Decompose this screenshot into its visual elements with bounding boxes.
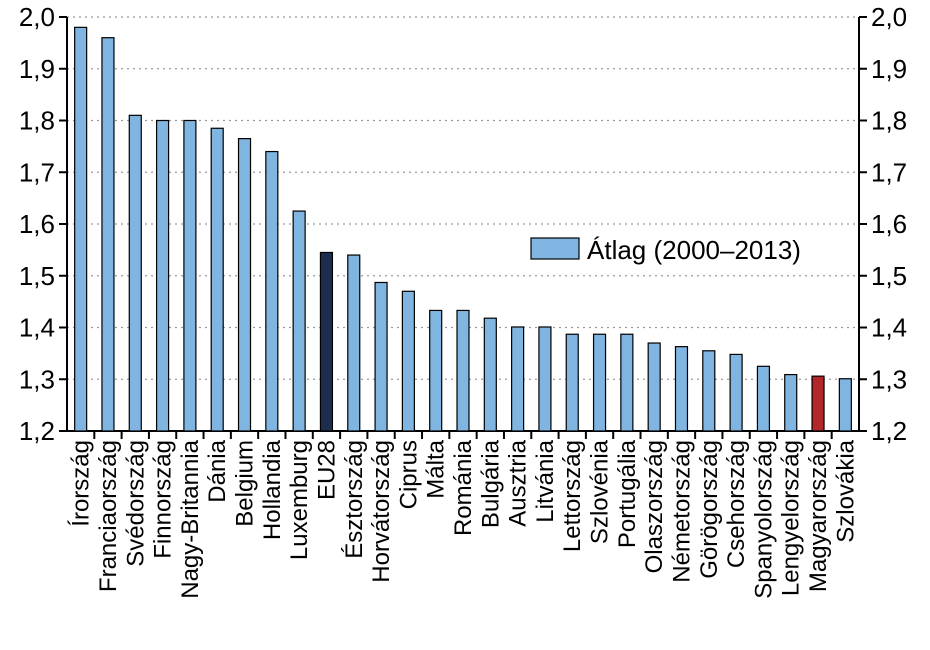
bar-Belgium (237, 138, 252, 432)
bars (74, 26, 852, 432)
bar-Finnország (155, 119, 170, 432)
bar-Spanyolország (756, 365, 771, 432)
bar-Magyarország (811, 375, 825, 432)
category-label: Dánia (204, 439, 231, 502)
bar-EU28 (319, 251, 334, 432)
y-tick-label-left: 1,6 (19, 209, 55, 239)
y-tick-label-right: 1,2 (871, 416, 907, 446)
category-label: Svédország (122, 440, 149, 567)
category-label: Franciaország (95, 440, 122, 592)
category-label: Luxemburg (286, 440, 313, 560)
y-tick-label-left: 1,5 (19, 261, 55, 291)
y-tick-label-left: 1,3 (19, 364, 55, 394)
category-label: EU28 (313, 440, 340, 500)
category-label: Finnország (150, 440, 177, 559)
y-tick-label-right: 2,0 (871, 2, 907, 32)
category-label: Bulgária (477, 439, 504, 528)
category-label: Románia (450, 439, 477, 536)
bar-Nagy-Britannia (183, 119, 197, 432)
category-label: Málta (423, 439, 450, 498)
category-label: Szlovénia (587, 439, 614, 544)
category-label: Csehország (723, 440, 750, 568)
bar-Luxemburg (292, 210, 306, 432)
axes: 1,2 1,2 1,3 1,3 1,4 1,4 1,5 1,5 1,6 1,6 1,7 1,7 1,8 1… (19, 2, 907, 446)
category-label: Horvátország (368, 440, 395, 583)
category-label: Lengyelország (778, 440, 805, 596)
legend-label: Átlag (2000–2013) (587, 235, 801, 265)
bar-Dánia (210, 127, 224, 432)
bar-Bulgária (483, 317, 497, 432)
bar-Hollandia (265, 150, 279, 432)
bar-Olaszország (647, 342, 661, 432)
y-tick-label-left: 1,2 (19, 416, 55, 446)
category-label: Lettország (559, 440, 586, 552)
category-labels: Írország Franciaország Svédország Finnorszá… (68, 439, 860, 598)
category-label: Nagy-Britannia (177, 439, 204, 598)
y-tick-label-left: 1,4 (19, 313, 55, 343)
bar-Csehország (729, 353, 743, 432)
category-label: Ciprus (395, 440, 422, 509)
category-label: Hollandia (259, 439, 286, 540)
bar-Szlovákia (838, 378, 852, 432)
bar-Horvátország (374, 281, 388, 432)
category-label: Írország (68, 440, 95, 527)
y-tick-label-right: 1,3 (871, 364, 907, 394)
y-tick-label-left: 1,8 (19, 106, 55, 136)
bar-Lettország (565, 333, 579, 432)
category-label: Magyarország (805, 440, 832, 592)
bar-Franciaország (101, 37, 115, 432)
category-label: Németország (668, 440, 695, 583)
bar-Portugália (620, 333, 634, 432)
y-tick-label-right: 1,9 (871, 54, 907, 84)
y-tick-label-left: 1,7 (19, 157, 55, 187)
category-label: Észtország (341, 440, 368, 559)
bar-Németország (674, 346, 689, 432)
category-label: Szlovákia (832, 439, 859, 542)
category-label: Görögország (696, 440, 723, 579)
bar-Ausztria (511, 326, 525, 432)
y-tick-label-right: 1,7 (871, 157, 907, 187)
bar-Görögország (702, 350, 716, 432)
legend: Átlag (2000–2013) (530, 235, 801, 265)
category-label: Belgium (232, 440, 259, 527)
category-label: Ausztria (505, 439, 532, 526)
bar-Svédország (128, 114, 142, 432)
y-tick-label-right: 1,4 (871, 313, 907, 343)
bar-Ciprus (401, 290, 415, 432)
bar-Románia (456, 309, 470, 432)
bar-Litvánia (538, 326, 552, 432)
category-label: Olaszország (641, 440, 668, 573)
category-label: Portugália (614, 439, 641, 548)
legend-swatch (530, 237, 580, 260)
category-label: Litvánia (532, 439, 559, 522)
bar-Lengyelország (784, 373, 798, 432)
bar-Málta (429, 309, 443, 432)
bar-Szlovénia (592, 333, 607, 432)
y-tick-label-right: 1,6 (871, 209, 907, 239)
y-tick-label-right: 1,8 (871, 106, 907, 136)
bar-Észtország (347, 254, 361, 432)
bar-Írország (74, 26, 88, 432)
y-tick-label-left: 1,9 (19, 54, 55, 84)
gridlines (67, 16, 859, 380)
y-tick-label-right: 1,5 (871, 261, 907, 291)
y-tick-label-left: 2,0 (19, 2, 55, 32)
category-label: Spanyolország (750, 440, 777, 599)
